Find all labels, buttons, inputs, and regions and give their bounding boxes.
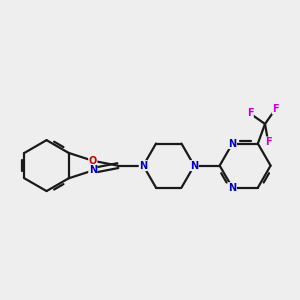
Text: O: O bbox=[89, 156, 97, 166]
Text: N: N bbox=[228, 183, 236, 193]
Text: N: N bbox=[89, 166, 97, 176]
Text: F: F bbox=[265, 137, 272, 147]
Text: N: N bbox=[228, 139, 236, 148]
Text: F: F bbox=[272, 104, 279, 114]
Text: N: N bbox=[139, 160, 147, 171]
Text: N: N bbox=[190, 160, 198, 171]
Text: F: F bbox=[247, 108, 253, 118]
